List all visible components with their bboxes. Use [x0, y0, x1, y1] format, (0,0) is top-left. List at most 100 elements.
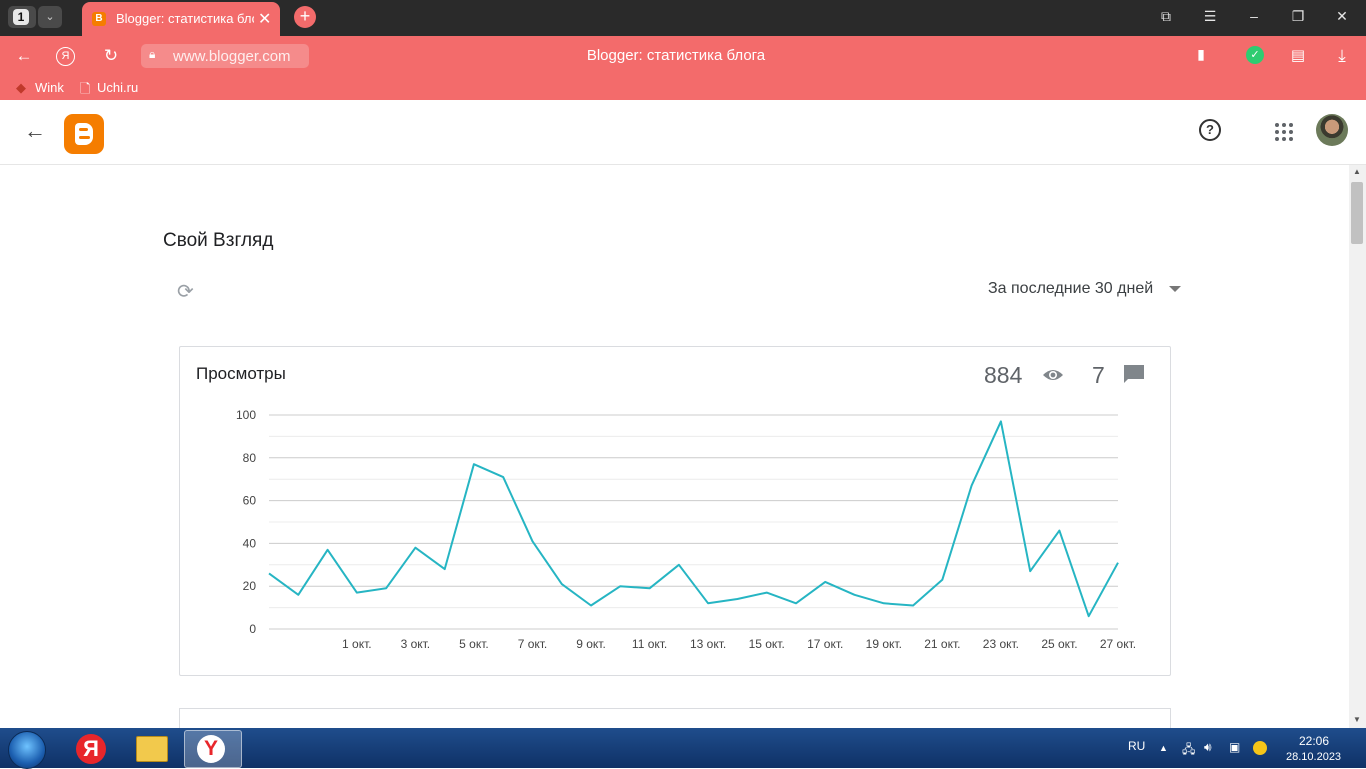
data-point: [1087, 614, 1091, 618]
data-point: [940, 578, 944, 582]
network-icon[interactable]: 🖧︎: [1182, 742, 1196, 756]
data-point: [999, 419, 1003, 423]
new-tab-button[interactable]: +: [294, 6, 316, 28]
data-point: [443, 567, 447, 571]
refresh-icon[interactable]: ⟳: [177, 281, 194, 303]
eye-icon: [1043, 370, 1063, 380]
address-bar: ← Я ↻ 🔒︎ www.blogger.com Blogger: статис…: [0, 36, 1366, 76]
tabs-collection-icon[interactable]: ⧉: [1161, 8, 1171, 24]
browser-tab-strip: 1 ⌄ B Blogger: статистика блога ✕ + ⧉ ☰ …: [0, 0, 1366, 36]
scrollbar-thumb[interactable]: [1351, 182, 1363, 244]
active-tab[interactable]: B Blogger: статистика блога ✕: [82, 2, 280, 36]
download-icon[interactable]: ⤓: [1338, 46, 1346, 65]
bookmark-wink[interactable]: Wink: [35, 80, 64, 95]
scroll-up-icon[interactable]: ▲: [1353, 167, 1361, 176]
x-tick-label: 19 окт.: [866, 637, 902, 651]
reload-icon[interactable]: ↻: [103, 46, 119, 65]
start-button[interactable]: [8, 731, 46, 769]
data-point: [384, 586, 388, 590]
x-tick-label: 27 окт.: [1100, 637, 1136, 651]
x-tick-label: 23 окт.: [983, 637, 1019, 651]
data-point: [882, 601, 886, 605]
views-count: 884: [984, 362, 1023, 388]
data-point: [501, 475, 505, 479]
x-tick-label: 7 окт.: [518, 637, 548, 651]
tab-close-icon[interactable]: ✕: [258, 11, 272, 28]
help-icon[interactable]: ?: [1199, 119, 1221, 141]
x-tick-label: 9 окт.: [576, 637, 606, 651]
data-point: [648, 586, 652, 590]
page-title-display: Blogger: статистика блога: [586, 47, 766, 64]
tab-count-label: 1: [13, 9, 29, 25]
page-scrollbar[interactable]: [1349, 165, 1366, 728]
scroll-down-icon[interactable]: ▼: [1353, 715, 1361, 724]
chevron-down-icon[interactable]: [1169, 286, 1181, 292]
page-bookmark-icon: 🗋︎: [80, 81, 91, 96]
data-point: [1116, 561, 1120, 565]
clock-time[interactable]: 22:06: [1299, 734, 1330, 748]
restore-icon[interactable]: ❐: [1291, 8, 1305, 24]
taskbar-yandex-search[interactable]: Я: [60, 730, 116, 766]
data-point: [355, 591, 359, 595]
protect-shield-icon[interactable]: ✓: [1246, 46, 1264, 64]
account-avatar[interactable]: [1316, 114, 1348, 146]
y-tick-label: 0: [249, 622, 256, 636]
data-point: [296, 593, 300, 597]
yandex-home-icon[interactable]: Я: [56, 47, 75, 66]
device-icon[interactable]: ▣: [1229, 740, 1241, 754]
back-nav-icon[interactable]: ←: [15, 46, 33, 65]
window-close-icon[interactable]: ✕: [1336, 8, 1348, 24]
bookmarks-bar: ◆ Wink 🗋︎ Uchi.ru: [0, 76, 1366, 100]
y-tick-label: 20: [243, 579, 257, 593]
back-arrow-icon[interactable]: ←: [24, 118, 46, 143]
series-line: [268, 420, 1119, 618]
data-point: [530, 539, 534, 543]
views-line-chart: 0 20 40 60 80 100 1 окт. 3 окт. 5 окт. 7 окт. 9 ок…: [236, 408, 1136, 651]
comments-count: 7: [1092, 362, 1105, 388]
bookmark-uchi[interactable]: Uchi.ru: [97, 80, 139, 95]
data-point: [823, 580, 827, 584]
data-point: [1057, 529, 1061, 533]
blogger-logo-icon[interactable]: [64, 114, 104, 154]
url-text: www.blogger.com: [173, 48, 291, 65]
card-title: Просмотры: [196, 364, 286, 383]
apps-grid-icon[interactable]: [1275, 123, 1293, 141]
x-tick-label: 17 окт.: [807, 637, 843, 651]
data-point: [735, 597, 739, 601]
tab-list-dropdown[interactable]: ⌄: [38, 6, 62, 28]
data-point: [794, 601, 798, 605]
volume-icon[interactable]: 🔊︎: [1204, 740, 1212, 754]
language-indicator[interactable]: RU: [1128, 739, 1146, 753]
x-tick-label: 1 окт.: [342, 637, 372, 651]
data-point: [472, 462, 476, 466]
wink-bookmark-icon: ◆: [16, 80, 26, 95]
tray-app-icon[interactable]: [1253, 741, 1267, 755]
bookmark-icon[interactable]: ▮: [1197, 46, 1205, 62]
data-point: [677, 563, 681, 567]
blogger-header: ← ?: [0, 100, 1366, 165]
taskbar-explorer[interactable]: [122, 730, 178, 766]
windows-taskbar: [0, 728, 1366, 768]
url-field[interactable]: 🔒︎ www.blogger.com: [141, 44, 309, 68]
minimize-icon[interactable]: –: [1250, 8, 1258, 24]
clock-date[interactable]: 28.10.2023: [1286, 751, 1342, 763]
taskbar-yandex-browser[interactable]: Y: [184, 730, 242, 768]
comment-icon: [1124, 365, 1144, 383]
y-tick-label: 40: [243, 536, 257, 550]
reader-icon[interactable]: ▤: [1290, 47, 1306, 64]
tab-title: Blogger: статистика блога: [116, 11, 254, 26]
y-tick-label: 100: [236, 408, 256, 422]
views-stats-card: Просмотры 884 7 0 20 40 60 80 100 1 окт. 3 окт.…: [179, 346, 1171, 676]
data-point: [618, 584, 622, 588]
x-tick-label: 5 окт.: [459, 637, 489, 651]
menu-icon[interactable]: ☰: [1203, 8, 1217, 24]
y-tick-label: 60: [243, 494, 257, 508]
blog-title: Свой Взгляд: [163, 230, 274, 251]
tab-counter-button[interactable]: 1: [8, 6, 36, 28]
data-point: [589, 603, 593, 607]
blogger-favicon-icon: B: [92, 12, 106, 26]
x-tick-label: 13 окт.: [690, 637, 726, 651]
date-range-select[interactable]: За последние 30 дней: [988, 280, 1154, 297]
tray-expand-icon[interactable]: ▲: [1159, 743, 1168, 753]
data-point: [911, 603, 915, 607]
